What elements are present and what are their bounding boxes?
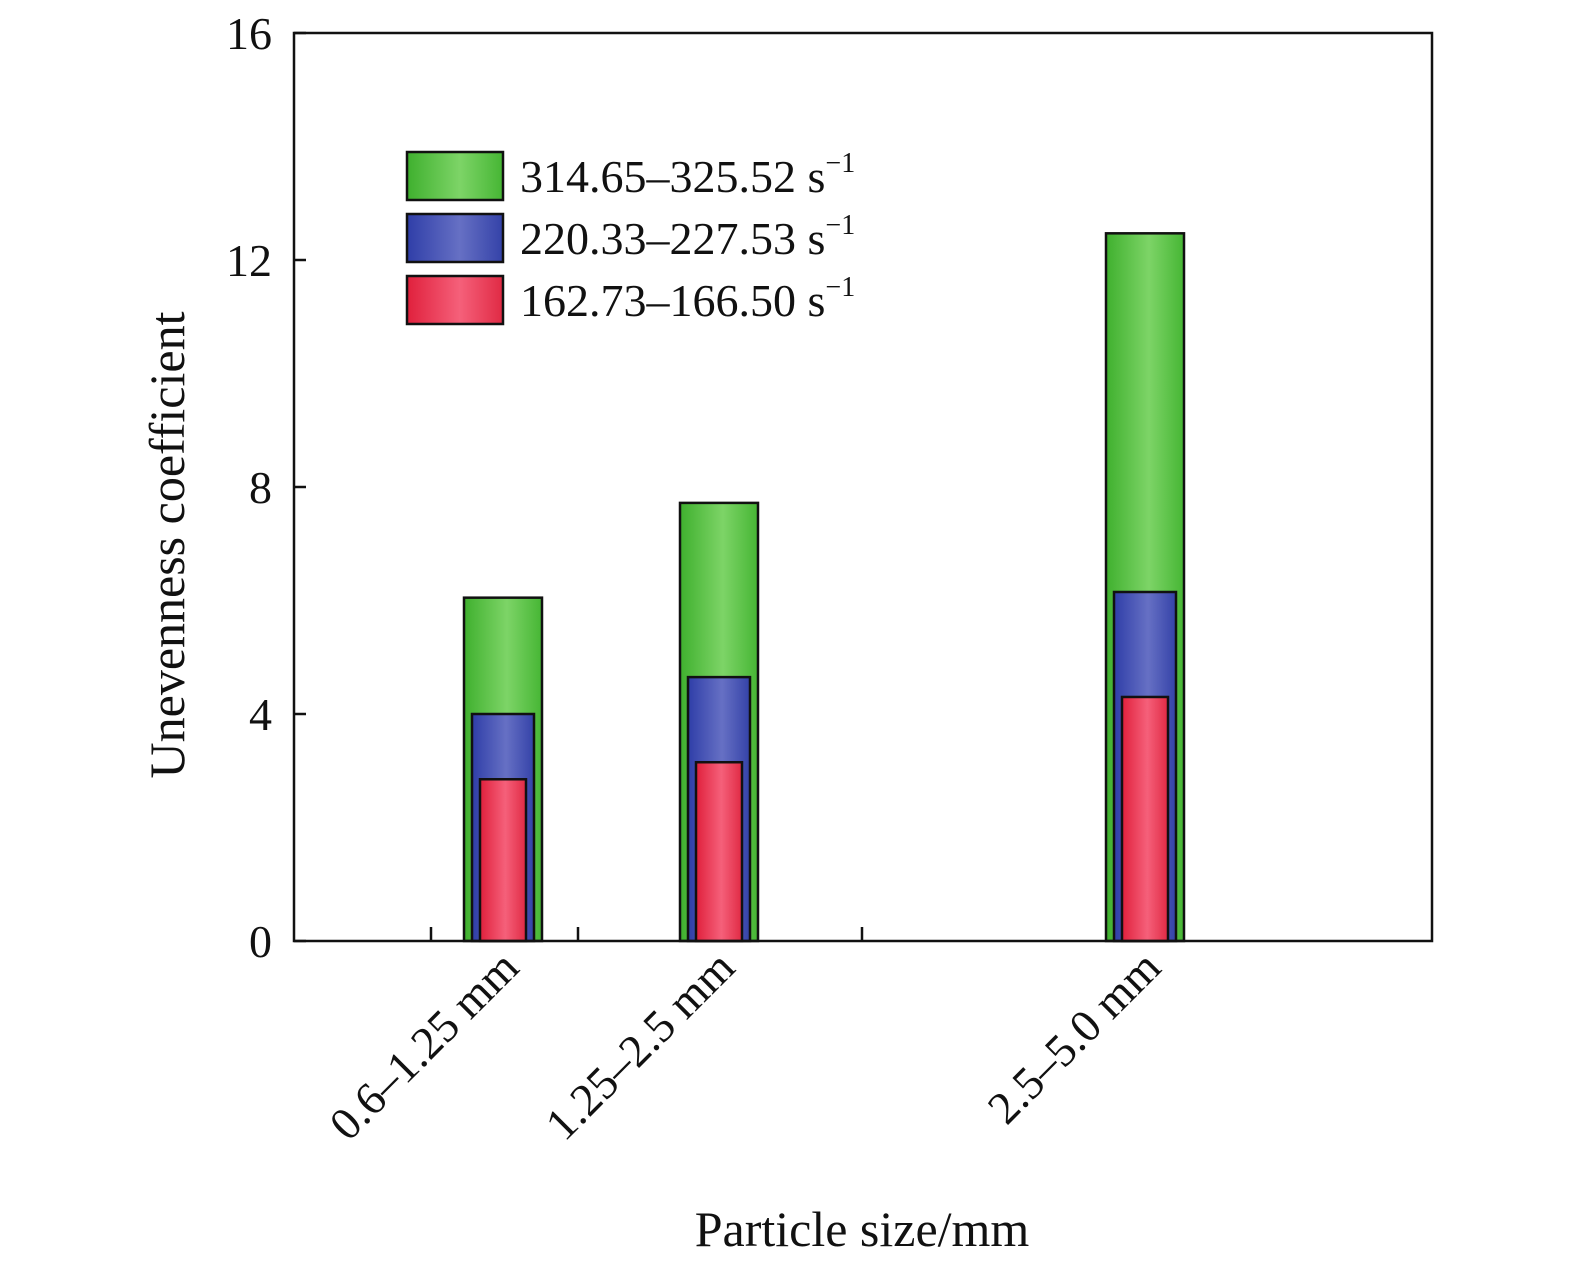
x-tick-label-2: 1.25–2.5 mm <box>535 941 744 1150</box>
y-tick-label-1: 4 <box>249 689 272 740</box>
bar-series-3-category-2 <box>694 760 744 943</box>
legend-swatch-3 <box>405 274 505 326</box>
x-ticks <box>429 927 864 941</box>
x-tick-labels: 0.6–1.25 mm 1.25–2.5 mm 2.5–5.0 mm <box>319 941 1170 1150</box>
y-tick-labels: 0 4 8 12 16 <box>226 8 272 967</box>
y-tick-label-2: 8 <box>249 462 272 513</box>
bar-series-3-category-3 <box>1120 695 1170 943</box>
legend: 314.65–325.52 s−1 220.33–227.53 s−1 162.73… <box>405 148 855 326</box>
legend-swatch-1 <box>405 150 505 202</box>
y-tick-label-3: 12 <box>226 235 272 286</box>
y-tick-label-4: 16 <box>226 8 272 59</box>
legend-label-3: 162.73–166.50 s−1 <box>520 272 855 326</box>
x-tick-label-3: 2.5–5.0 mm <box>978 941 1171 1134</box>
legend-label-2: 220.33–227.53 s−1 <box>520 210 855 264</box>
bars-group <box>462 232 1186 943</box>
y-ticks <box>294 31 306 943</box>
x-axis-title: Particle size/mm <box>695 1201 1030 1257</box>
bar-series-3-category-1 <box>478 778 528 943</box>
y-tick-label-0: 0 <box>249 916 272 967</box>
legend-label-1: 314.65–325.52 s−1 <box>520 148 855 202</box>
y-axis-title: Unevenness coefficient <box>139 311 195 778</box>
legend-swatch-2 <box>405 212 505 264</box>
x-tick-label-1: 0.6–1.25 mm <box>319 941 528 1150</box>
